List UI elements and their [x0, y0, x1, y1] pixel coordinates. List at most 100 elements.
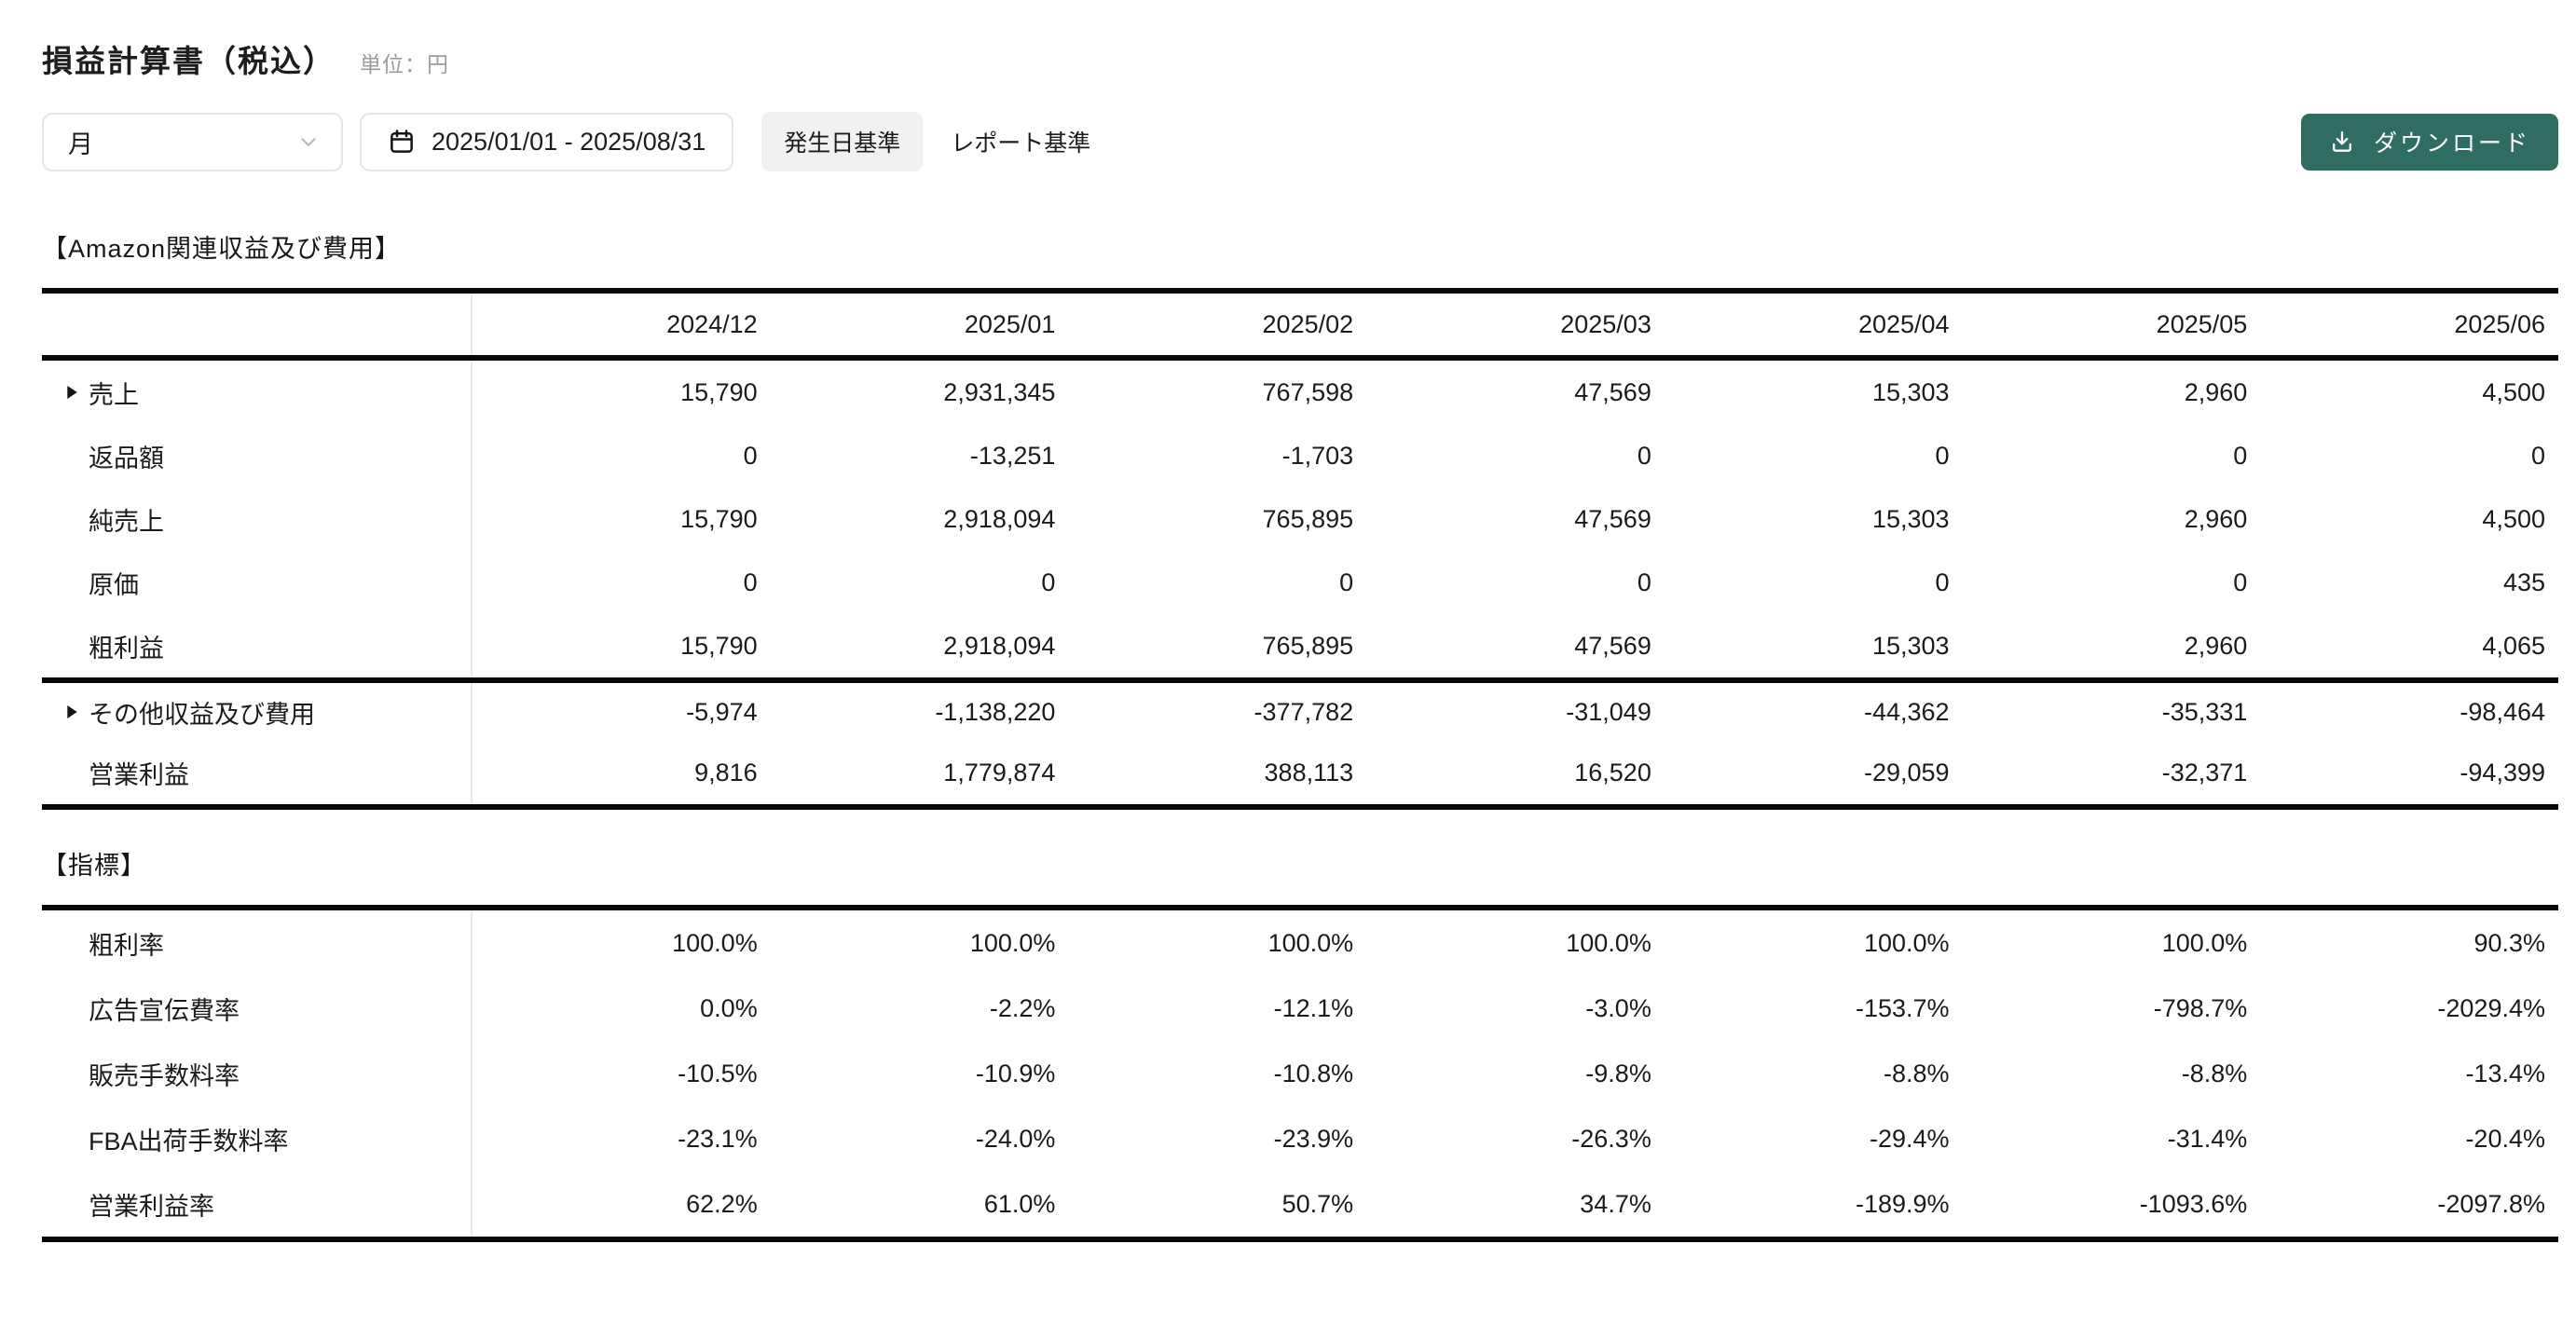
value-cell: -31,049 [1566, 697, 1651, 726]
value-cell: -29.4% [1870, 1124, 1950, 1153]
table-row: 販売手数料率 -10.5% -10.9% -10.8% -9.8% -8.8% -8.8% -… [42, 1041, 2558, 1106]
row-label-cell: 純売上 [42, 487, 473, 551]
toolbar: 月 2025/01/01 - 2025/08/31 発生日基準 レポート基準 [42, 112, 2558, 171]
download-button[interactable]: ダウンロード [2300, 113, 2558, 171]
download-button-label: ダウンロード [2373, 130, 2530, 157]
value-cell: -12.1% [1273, 993, 1354, 1022]
value-cell: 15,303 [1871, 377, 1950, 406]
basis-toggle: 発生日基準 レポート基準 [761, 112, 1113, 171]
value-cell: -8.8% [2181, 1059, 2248, 1087]
column-header-month: 2025/06 [2454, 309, 2545, 338]
value-cell: 4,500 [2482, 377, 2545, 406]
value-cell: -23.9% [1273, 1124, 1354, 1153]
column-header-month: 2024/12 [666, 309, 758, 338]
value-cell: -26.3% [1571, 1124, 1651, 1153]
value-cell: -10.8% [1273, 1059, 1354, 1087]
amazon-table-body: 売上 15,790 2,931,345 767,598 47,569 15,303 2,96… [42, 361, 2558, 804]
value-cell: -94,399 [2460, 758, 2545, 786]
value-cell: -10.9% [975, 1059, 1056, 1087]
value-cell: -20.4% [2465, 1124, 2545, 1153]
value-cell: 0 [743, 567, 758, 596]
value-cell: -23.1% [678, 1124, 758, 1153]
value-cell: 16,520 [1574, 758, 1651, 786]
value-cell: 2,960 [2184, 377, 2248, 406]
column-header-month: 2025/02 [1262, 309, 1354, 338]
date-range-picker[interactable]: 2025/01/01 - 2025/08/31 [360, 112, 734, 171]
value-cell: 47,569 [1574, 504, 1651, 533]
value-cell: 0 [1935, 441, 1950, 470]
value-cell: 2,960 [2184, 631, 2248, 660]
value-cell: 0 [743, 441, 758, 470]
row-label: 原価 [89, 570, 139, 599]
value-cell: 2,931,345 [943, 377, 1056, 406]
value-cell: -1,138,220 [935, 697, 1056, 726]
row-label-cell: 営業利益率 [42, 1171, 473, 1237]
value-cell: -32,371 [2161, 758, 2248, 786]
table-row: 粗利率 100.0% 100.0% 100.0% 100.0% 100.0% 100.0% 9… [42, 910, 2558, 976]
table-row: 広告宣伝費率 0.0% -2.2% -12.1% -3.0% -153.7% -798.7%… [42, 976, 2558, 1041]
value-cell: 765,895 [1262, 504, 1354, 533]
value-cell: 767,598 [1262, 377, 1354, 406]
row-label: 純売上 [89, 507, 164, 536]
value-cell: 15,303 [1871, 631, 1950, 660]
row-label-cell: 販売手数料率 [42, 1041, 473, 1106]
value-cell: 61.0% [983, 1189, 1056, 1218]
value-cell: 62.2% [686, 1189, 758, 1218]
row-label: FBA出荷手数料率 [89, 1127, 289, 1155]
table-row: 返品額 0 -13,251 -1,703 0 0 0 0 [42, 424, 2558, 487]
row-label: 売上 [89, 380, 139, 409]
value-cell: -9.8% [1585, 1059, 1651, 1087]
table-row: 粗利益 15,790 2,918,094 765,895 47,569 15,303 2,9… [42, 614, 2558, 677]
value-cell: 765,895 [1262, 631, 1354, 660]
value-cell: 15,790 [680, 631, 758, 660]
basis-option-accrual[interactable]: 発生日基準 [761, 112, 924, 171]
table-row: 原価 0 0 0 0 0 0 435 [42, 551, 2558, 614]
value-cell: -13.4% [2465, 1059, 2545, 1087]
value-cell: 2,918,094 [943, 631, 1056, 660]
amazon-table: 2024/12 2025/01 2025/02 2025/03 2025/04 2025/… [42, 288, 2558, 810]
value-cell: 15,790 [680, 377, 758, 406]
value-cell: -189.9% [1855, 1189, 1950, 1218]
expand-row-icon[interactable] [66, 385, 79, 400]
page-title: 損益計算書（税込） [42, 44, 336, 78]
value-cell: 0 [1637, 567, 1651, 596]
value-cell: 100.0% [1267, 928, 1354, 957]
row-label-cell: 原価 [42, 551, 473, 614]
metrics-table-body: 粗利率 100.0% 100.0% 100.0% 100.0% 100.0% 100.0% 9… [42, 910, 2558, 1237]
metrics-table: 粗利率 100.0% 100.0% 100.0% 100.0% 100.0% 100.0% 9… [42, 905, 2558, 1242]
row-label: 返品額 [89, 444, 164, 472]
value-cell: 47,569 [1574, 631, 1651, 660]
period-select[interactable]: 月 [42, 112, 343, 171]
row-label: 営業利益 [89, 760, 189, 789]
value-cell: 4,065 [2482, 631, 2545, 660]
value-cell: 2,918,094 [943, 504, 1056, 533]
value-cell: -44,362 [1863, 697, 1950, 726]
row-label-cell: 返品額 [42, 424, 473, 487]
row-label-cell: 営業利益 [42, 741, 473, 804]
value-cell: 0 [1637, 441, 1651, 470]
expand-row-icon[interactable] [66, 704, 79, 719]
column-header-month: 2025/05 [2156, 309, 2248, 338]
value-cell: 0 [2530, 441, 2545, 470]
table-row: 純売上 15,790 2,918,094 765,895 47,569 15,303 2,9… [42, 487, 2558, 551]
table-row: 営業利益 9,816 1,779,874 388,113 16,520 -29,059 -3… [42, 741, 2558, 804]
section-title-amazon: 【Amazon関連収益及び費用】 [42, 235, 402, 263]
value-cell: -377,782 [1254, 697, 1354, 726]
unit-label: 単位：円 [360, 52, 449, 76]
value-cell: -8.8% [1884, 1059, 1950, 1087]
value-cell: 15,790 [680, 504, 758, 533]
value-cell: 388,113 [1264, 758, 1354, 786]
section-title-metrics: 【指標】 [42, 852, 146, 880]
value-cell: 90.3% [2473, 928, 2545, 957]
value-cell: 0 [1041, 567, 1056, 596]
value-cell: -10.5% [678, 1059, 758, 1087]
table-row: 売上 15,790 2,931,345 767,598 47,569 15,303 2,96… [42, 361, 2558, 424]
row-label-cell: 粗利益 [42, 614, 473, 677]
row-label: 営業利益率 [89, 1192, 214, 1221]
value-cell: 100.0% [1566, 928, 1651, 957]
row-label-cell: 売上 [42, 361, 473, 424]
value-cell: -98,464 [2460, 697, 2545, 726]
calendar-icon [388, 128, 416, 156]
basis-option-report[interactable]: レポート基準 [951, 130, 1091, 157]
